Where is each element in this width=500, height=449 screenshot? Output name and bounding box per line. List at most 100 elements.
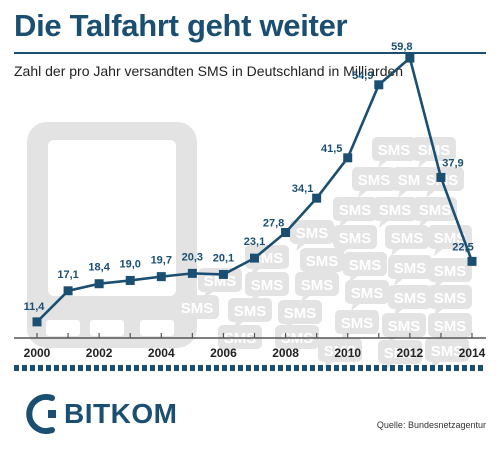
x-tick-label: 2006: [210, 346, 237, 360]
sms-bubble-label: SMS: [341, 315, 374, 332]
sms-bubble-label: SMS: [296, 225, 329, 242]
x-tick-label: 2000: [24, 346, 51, 360]
sms-bubble-label: SMS: [431, 343, 464, 360]
data-label: 19,0: [120, 258, 141, 270]
sms-bubble-body: [388, 285, 432, 309]
sms-bubble-label: SMS: [204, 273, 237, 290]
sms-bubble-body: [245, 272, 289, 296]
sms-bubble-icon: SMS: [373, 197, 417, 228]
data-label: 54,9: [352, 70, 373, 82]
sms-bubble-body: [388, 255, 432, 279]
sms-bubble-icon: SMS: [228, 298, 272, 329]
data-point: [281, 227, 291, 237]
x-tick-label: 2002: [86, 346, 113, 360]
x-tick-label: 2008: [272, 346, 299, 360]
sms-bubble-icon: SMS: [335, 310, 379, 341]
sms-bubble-label: SMS: [434, 318, 467, 335]
sms-bubble-tail: [418, 160, 428, 168]
sms-bubble-tail: [391, 248, 401, 256]
mobile-phone-icon: [27, 122, 197, 348]
title-divider: [14, 52, 486, 54]
sms-bubble-icon: SMS: [428, 258, 472, 289]
x-tick-label: 2014: [459, 346, 486, 360]
sms-bubble-icon: SMS: [333, 197, 377, 228]
phone-screen: [48, 140, 176, 296]
chart-subtitle: Zahl der pro Jahr versandten SMS in Deut…: [14, 63, 404, 79]
data-label: 11,4: [24, 301, 46, 313]
footer-divider: [14, 365, 486, 371]
x-tick-label: 2010: [334, 346, 361, 360]
sms-bubble-label: SMS: [306, 253, 339, 270]
bitkom-logo: BITKOM: [22, 392, 222, 436]
sms-bubble-tail: [296, 243, 306, 251]
data-point: [187, 268, 197, 278]
sms-bubble-body: [295, 272, 339, 296]
data-label: 41,5: [321, 143, 342, 155]
data-point: [374, 80, 384, 90]
chart-title: Die Talfahrt geht weiter: [14, 8, 348, 43]
data-point: [343, 153, 353, 163]
sms-bubble-tail: [351, 303, 361, 311]
phone-key: [46, 320, 80, 336]
sms-bubble-tail: [394, 278, 404, 286]
sms-bubble-label: SMS: [434, 263, 467, 280]
sms-bubble-body: [333, 225, 377, 249]
sms-bubble-icon: SMS: [385, 225, 429, 256]
data-label: 20,3: [182, 251, 203, 263]
data-point: [94, 279, 104, 289]
sms-bubble-label: SMS: [181, 300, 214, 317]
sms-bubble-tail: [358, 190, 368, 198]
x-tick-label: 2012: [397, 346, 424, 360]
logo-text: BITKOM: [64, 398, 178, 429]
data-point: [125, 275, 135, 285]
sms-bubble-body: [428, 313, 472, 337]
data-label: 18,4: [88, 262, 110, 274]
sms-bubble-icon: SMS: [343, 252, 387, 283]
sms-bubble-label: SMS: [301, 277, 334, 294]
sms-bubble-icon: SMS: [382, 313, 426, 344]
data-label: 59,8: [391, 41, 412, 53]
sms-bubble-label: SMS: [358, 172, 391, 189]
sms-bubble-label: SMS: [394, 290, 427, 307]
sms-bubble-label: SMS: [391, 230, 424, 247]
data-point: [218, 269, 228, 279]
sms-bubble-label: SMS: [384, 345, 417, 362]
x-axis: 2000 2002 2004 2006 2008 2010 2012 2014: [14, 333, 486, 360]
sms-bubble-label: SMS: [434, 230, 467, 247]
data-point: [250, 253, 259, 263]
data-label: 27,8: [263, 217, 284, 229]
source-label: Quelle: Bundesnetzagentur: [376, 420, 486, 430]
sms-bubble-label: SMS: [379, 202, 412, 219]
sms-bubble-body: [333, 197, 377, 221]
sms-bubble-body: [378, 340, 422, 364]
sms-bubble-body: [275, 325, 319, 349]
sms-bubble-body: [428, 258, 472, 282]
data-label: 22,5: [452, 241, 473, 253]
phone-key: [140, 320, 174, 336]
sms-bubble-body: [335, 310, 379, 334]
sms-bubble-icon: SMS: [428, 313, 472, 344]
sms-bubble-label: SMS: [234, 303, 267, 320]
sms-bubble-icon: SMS: [218, 325, 262, 356]
sms-bubble-label: SMS: [419, 202, 452, 219]
sms-bubble-label: SMS: [378, 142, 411, 159]
sms-bubble-icon: SMS: [388, 285, 432, 316]
sms-bubble-icon: SMS: [388, 255, 432, 286]
sms-bubble-body: [300, 248, 344, 272]
sms-bubble-icon: SMS: [175, 295, 219, 326]
sms-bubble-body: [382, 313, 426, 337]
data-point: [156, 272, 166, 282]
data-label: 37,9: [442, 157, 463, 169]
sms-bubble-body: [428, 285, 472, 309]
sms-bubble-body: [373, 197, 417, 221]
sms-bubble-body: [372, 137, 416, 161]
data-point: [312, 193, 322, 203]
data-labels: 11,4 17,1 18,4 19,0 19,7 20,3 20,1 23,1 27,8 34,1…: [24, 41, 474, 313]
sms-bubble-tail: [224, 348, 234, 356]
sms-bubble-body: [218, 325, 262, 349]
data-point: [436, 172, 446, 182]
sms-bubble-body: [345, 280, 389, 304]
sms-bubble-icon: SMS: [295, 272, 339, 303]
sms-bubble-label: SMS: [339, 230, 372, 247]
sms-bubble-body: [318, 338, 362, 362]
